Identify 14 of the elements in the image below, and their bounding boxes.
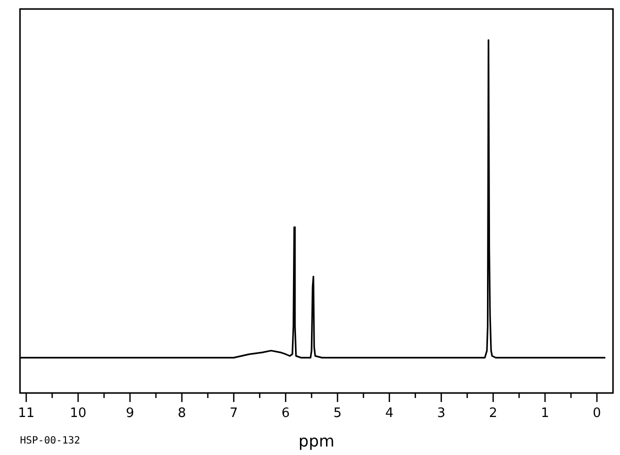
- x-tick-label: 9: [126, 406, 134, 422]
- x-tick-label: 10: [70, 406, 86, 422]
- x-tick-label: 6: [281, 406, 290, 422]
- x-axis-title: ppm: [298, 432, 334, 451]
- x-tick-label: 2: [489, 406, 498, 422]
- x-tick-label: 8: [178, 406, 186, 422]
- x-tick-label: 3: [437, 406, 446, 422]
- x-tick-label: 11: [18, 406, 34, 422]
- x-tick-label: 4: [385, 406, 394, 422]
- x-tick-label: 7: [230, 406, 238, 422]
- x-tick-label: 1: [540, 406, 550, 422]
- x-tick-label: 0: [592, 406, 602, 422]
- x-tick-label: 5: [333, 406, 342, 422]
- text: HSP-00-132: [20, 436, 80, 447]
